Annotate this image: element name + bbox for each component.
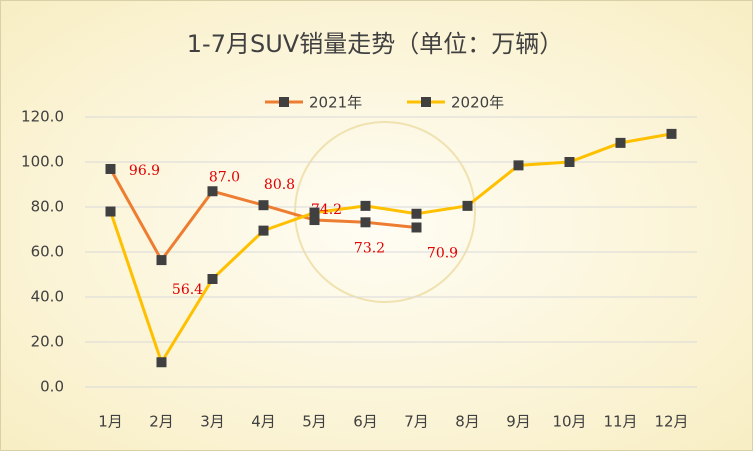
- x-tick-label: 2月: [149, 413, 174, 431]
- point-marker: [258, 200, 269, 211]
- watermark: [294, 121, 476, 303]
- point-marker: [309, 207, 320, 218]
- y-tick-label: 80.0: [31, 198, 64, 216]
- x-tick-label: 11月: [603, 413, 637, 431]
- point-marker: [360, 200, 371, 211]
- x-tick-label: 12月: [654, 413, 688, 431]
- y-tick-label: 120.0: [21, 108, 64, 126]
- x-tick-label: 7月: [404, 413, 429, 431]
- x-tick-label: 1月: [98, 413, 123, 431]
- x-tick-label: 6月: [353, 413, 378, 431]
- data-label: 87.0: [209, 169, 240, 185]
- data-label: 70.9: [427, 245, 458, 261]
- y-tick-label: 0.0: [40, 378, 64, 396]
- x-tick-label: 9月: [506, 413, 531, 431]
- point-marker: [207, 186, 218, 197]
- point-marker: [411, 208, 422, 219]
- point-marker: [156, 357, 167, 368]
- data-label: 96.9: [129, 163, 160, 179]
- point-marker: [156, 255, 167, 266]
- data-label: 56.4: [172, 282, 203, 298]
- chart-title: 1-7月SUV销量走势（单位：万辆）: [187, 30, 563, 58]
- point-marker: [513, 160, 524, 171]
- y-tick-label: 60.0: [31, 243, 64, 261]
- data-label: 80.8: [264, 177, 295, 193]
- point-marker: [666, 128, 677, 139]
- x-tick-label: 4月: [251, 413, 276, 431]
- point-marker: [411, 222, 422, 233]
- x-tick-label: 5月: [302, 413, 327, 431]
- y-tick-label: 100.0: [21, 153, 64, 171]
- point-marker: [615, 137, 626, 148]
- data-label: 73.2: [354, 240, 385, 256]
- point-marker: [360, 217, 371, 228]
- legend-label: 2020年: [451, 94, 504, 112]
- x-tick-label: 3月: [200, 413, 225, 431]
- point-marker: [105, 206, 116, 217]
- x-tick-label: 8月: [455, 413, 480, 431]
- point-marker: [462, 200, 473, 211]
- point-marker: [564, 157, 575, 167]
- legend-marker: [279, 97, 289, 107]
- legend-marker: [421, 97, 431, 107]
- legend-label: 2021年: [309, 94, 362, 112]
- y-tick-label: 20.0: [31, 333, 64, 351]
- point-marker: [207, 274, 218, 284]
- series-line: [109, 132, 672, 366]
- x-tick-label: 10月: [552, 413, 586, 431]
- point-marker: [309, 215, 320, 226]
- y-tick-label: 40.0: [31, 288, 64, 306]
- point-marker: [105, 163, 116, 174]
- point-marker: [258, 225, 269, 236]
